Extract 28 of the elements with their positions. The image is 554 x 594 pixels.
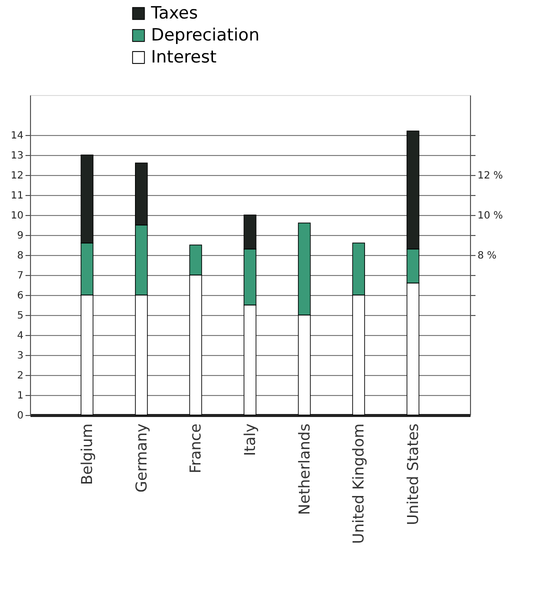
y-tick-label: 3 [17,350,24,362]
y-tick-label: 0 [17,410,24,422]
y-tick-label: 2 [17,370,24,382]
x-tick-label: Belgium [78,424,96,485]
y-tick-label: 5 [17,310,24,322]
legend-label: Taxes [150,4,198,24]
y2-tick-label: 10 % [478,210,503,222]
y-tick-label: 9 [17,230,24,242]
y2-tick-label: 8 % [478,250,497,262]
y-tick-label: 7 [17,270,24,282]
y-tick-label: 4 [17,330,24,342]
legend-label: Depreciation [151,26,260,46]
y-tick-label: 10 [10,210,24,222]
y-tick-label: 6 [17,290,24,302]
y-tick-label: 13 [10,150,24,162]
y-tick-label: 11 [10,190,24,202]
y-tick-label: 8 [17,250,24,262]
y-tick-label: 14 [10,130,24,142]
x-tick-label: Germany [132,423,150,492]
x-tick-label: France [186,424,205,474]
y2-tick-label: 12 % [478,170,503,182]
x-tick-label: United States [404,423,422,526]
y-tick-label: 1 [17,390,24,402]
y-tick-label: 12 [10,170,24,182]
x-tick-label: United Kingdom [350,424,368,544]
legend-label: Interest [151,48,217,68]
x-tick-label: Italy [241,423,259,456]
x-tick-label: Netherlands [295,423,314,515]
